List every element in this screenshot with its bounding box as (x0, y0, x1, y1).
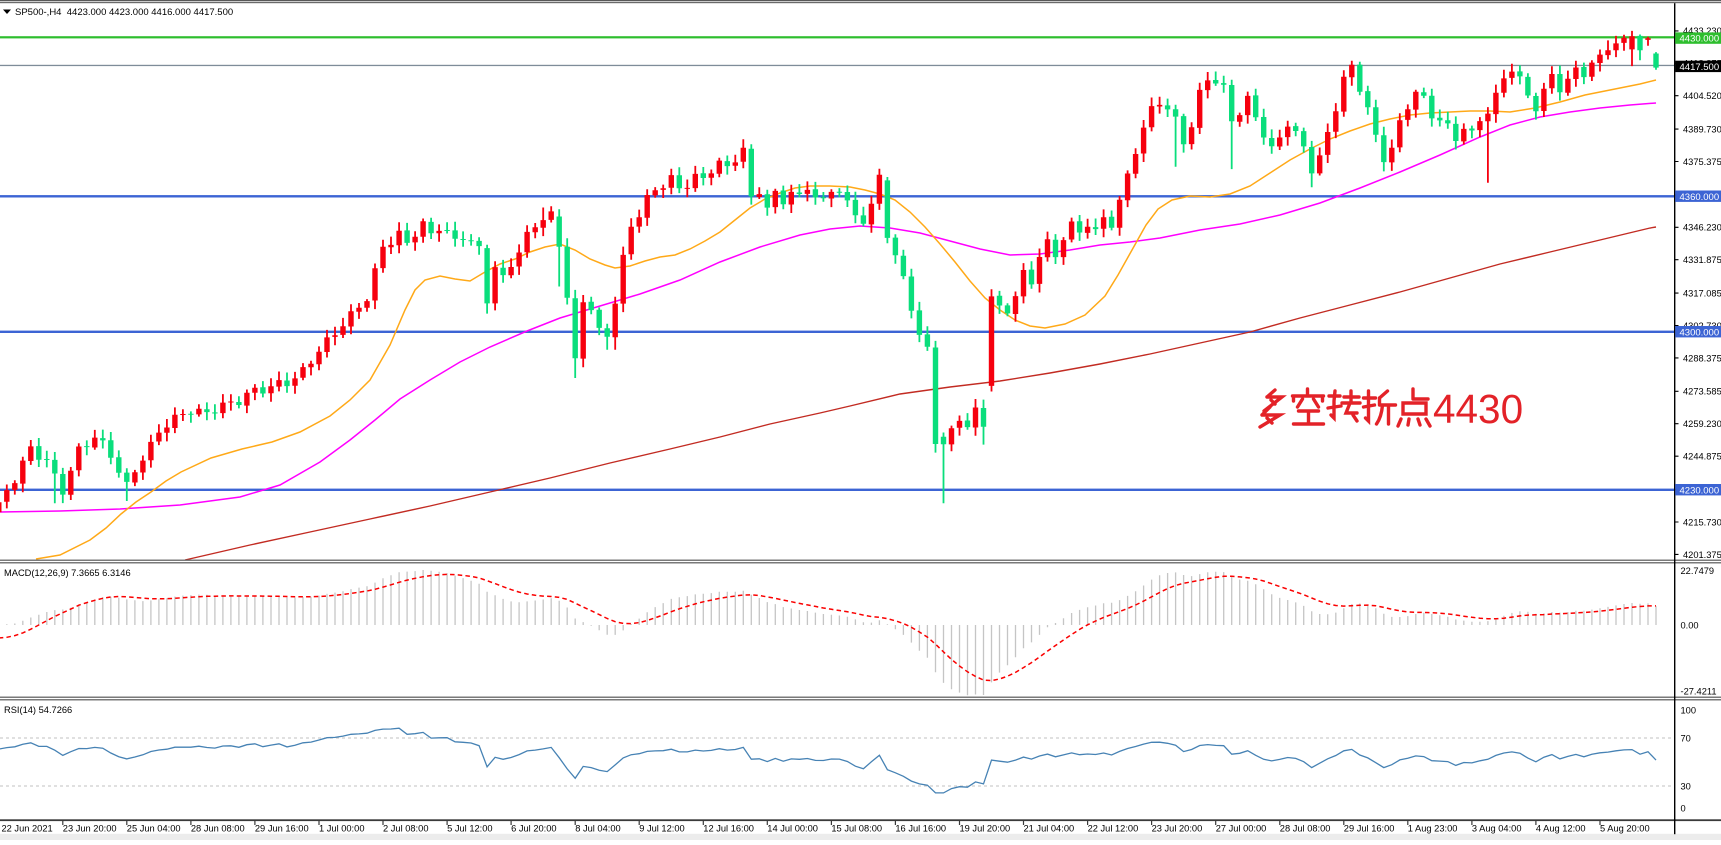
svg-text:70: 70 (1681, 733, 1691, 743)
svg-text:4404.520: 4404.520 (1683, 91, 1721, 101)
svg-text:4273.585: 4273.585 (1683, 387, 1721, 397)
svg-text:4201.375: 4201.375 (1683, 550, 1721, 560)
svg-text:-27.4211: -27.4211 (1681, 687, 1717, 697)
svg-text:6 Jul 20:00: 6 Jul 20:00 (511, 824, 556, 834)
svg-text:8 Jul 04:00: 8 Jul 04:00 (575, 824, 621, 834)
svg-text:29 Jul 16:00: 29 Jul 16:00 (1344, 824, 1395, 834)
svg-text:4433.230: 4433.230 (1683, 26, 1721, 36)
svg-text:5 Jul 12:00: 5 Jul 12:00 (447, 824, 493, 834)
svg-text:22.7479: 22.7479 (1681, 566, 1715, 576)
svg-text:4375.375: 4375.375 (1683, 157, 1721, 167)
svg-text:16 Jul 16:00: 16 Jul 16:00 (895, 824, 946, 834)
svg-text:4430: 4430 (1433, 386, 1523, 432)
svg-text:23 Jul 20:00: 23 Jul 20:00 (1152, 824, 1203, 834)
svg-text:14 Jul 00:00: 14 Jul 00:00 (767, 824, 818, 834)
svg-text:4331.875: 4331.875 (1683, 255, 1721, 265)
svg-text:29 Jun 16:00: 29 Jun 16:00 (255, 824, 309, 834)
svg-text:4317.085: 4317.085 (1683, 289, 1721, 299)
svg-text:4300.000: 4300.000 (1680, 327, 1720, 338)
svg-text:22 Jul 12:00: 22 Jul 12:00 (1088, 824, 1139, 834)
svg-text:19 Jul 20:00: 19 Jul 20:00 (960, 824, 1011, 834)
svg-text:4259.230: 4259.230 (1683, 419, 1721, 429)
svg-text:4244.875: 4244.875 (1683, 452, 1721, 462)
svg-text:4230.000: 4230.000 (1680, 485, 1720, 496)
svg-text:4417.500: 4417.500 (1680, 62, 1720, 73)
svg-text:25 Jun 04:00: 25 Jun 04:00 (127, 824, 181, 834)
svg-text:4215.730: 4215.730 (1683, 517, 1721, 527)
svg-text:100: 100 (1681, 705, 1697, 715)
svg-text:21 Jul 04:00: 21 Jul 04:00 (1024, 824, 1075, 834)
svg-text:SP500-,H4 4423.000 4423.000 4: SP500-,H4 4423.000 4423.000 4416.000 441… (15, 7, 233, 18)
svg-text:4288.375: 4288.375 (1683, 353, 1721, 363)
svg-text:2 Jul 08:00: 2 Jul 08:00 (383, 824, 429, 834)
svg-text:4389.730: 4389.730 (1683, 125, 1721, 135)
svg-text:28 Jul 08:00: 28 Jul 08:00 (1280, 824, 1331, 834)
svg-text:4346.230: 4346.230 (1683, 223, 1721, 233)
svg-text:0: 0 (1681, 803, 1686, 813)
svg-text:15 Jul 08:00: 15 Jul 08:00 (831, 824, 882, 834)
svg-text:22 Jun 2021: 22 Jun 2021 (2, 824, 53, 834)
svg-text:4430.000: 4430.000 (1680, 34, 1720, 45)
svg-text:3 Aug 04:00: 3 Aug 04:00 (1472, 824, 1522, 834)
svg-text:MACD(12,26,9) 7.3665 6.3146: MACD(12,26,9) 7.3665 6.3146 (4, 568, 131, 578)
svg-text:27 Jul 00:00: 27 Jul 00:00 (1216, 824, 1267, 834)
svg-text:30: 30 (1681, 781, 1691, 791)
svg-text:4302.730: 4302.730 (1683, 321, 1721, 331)
svg-text:4 Aug 12:00: 4 Aug 12:00 (1536, 824, 1586, 834)
svg-text:9 Jul 12:00: 9 Jul 12:00 (639, 824, 685, 834)
svg-text:0.00: 0.00 (1681, 620, 1699, 630)
svg-text:1 Aug 23:00: 1 Aug 23:00 (1408, 824, 1458, 834)
svg-text:12 Jul 16:00: 12 Jul 16:00 (703, 824, 754, 834)
svg-text:23 Jun 20:00: 23 Jun 20:00 (63, 824, 117, 834)
svg-text:5 Aug 20:00: 5 Aug 20:00 (1600, 824, 1650, 834)
svg-text:RSI(14) 54.7266: RSI(14) 54.7266 (4, 705, 72, 715)
svg-text:1 Jul 00:00: 1 Jul 00:00 (319, 824, 365, 834)
svg-text:28 Jun 08:00: 28 Jun 08:00 (191, 824, 245, 834)
svg-text:4360.000: 4360.000 (1680, 192, 1720, 203)
